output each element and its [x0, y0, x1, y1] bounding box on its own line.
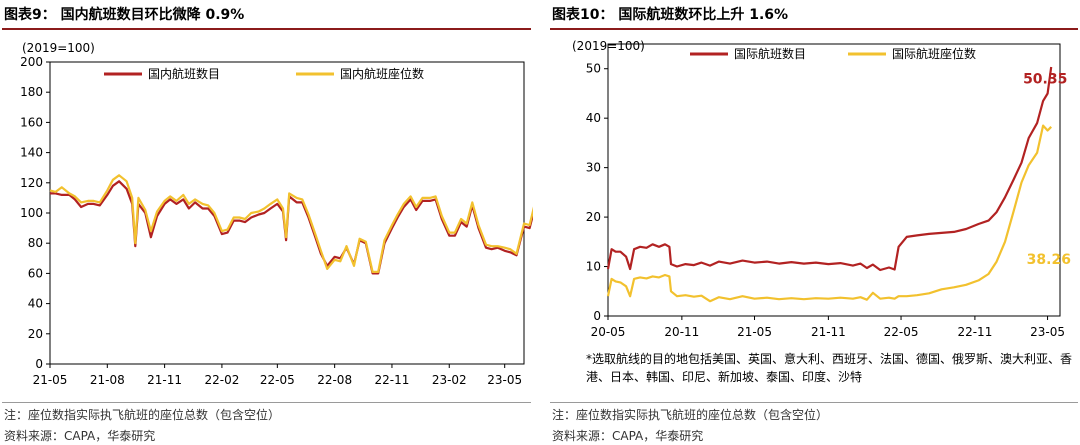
y-unit-label: (2019=100): [572, 39, 645, 53]
left-bottom-rule: [2, 402, 531, 403]
y-tick-label: 40: [28, 297, 43, 311]
right-source: 资料来源：CAPA，华泰研究: [552, 429, 704, 443]
y-tick-label: 160: [20, 115, 43, 129]
x-tick-label: 22-08: [317, 373, 352, 387]
right-bottom-rule: [550, 402, 1078, 403]
y-tick-label: 200: [20, 55, 43, 69]
legend-label: 国内航班座位数: [340, 66, 424, 81]
legend-label: 国际航班座位数: [892, 46, 976, 61]
legend-label: 国内航班数目: [148, 66, 220, 81]
value-annotation: 50.35: [1023, 72, 1067, 88]
left-note: 注：座位数指实际执飞航班的座位总数（包含空位）: [4, 408, 281, 422]
x-tick-label: 22-11: [375, 373, 410, 387]
y-tick-label: 180: [20, 85, 43, 99]
y-tick-label: 120: [20, 176, 43, 190]
y-tick-label: 0: [593, 309, 601, 323]
left-chart-panel: 图表9： 国内航班数目环比微降 0.9% (2019=100) 0 20 40 60 80…: [0, 0, 533, 445]
y-tick-label: 20: [28, 327, 43, 341]
y-tick-label: 50: [586, 62, 601, 76]
x-tick-label: 22-05: [260, 373, 295, 387]
destinations-footnote: *选取航线的目的地包括美国、英国、意大利、西班牙、法国、德国、俄罗斯、澳大利亚、…: [586, 352, 1073, 384]
right-chart-title: 图表10： 国际航班数环比上升 1.6%: [552, 7, 789, 23]
series-line-seats: [606, 124, 1052, 303]
y-tick-label: 80: [28, 236, 43, 250]
domestic-flights-chart: (2019=100) 0 20 40 60 80 100 120 140 160 180 200 21-…: [20, 41, 533, 387]
series-line-seats: [49, 174, 533, 273]
value-annotation: 38.26: [1027, 252, 1071, 268]
right-title-rule: [550, 28, 1078, 30]
x-tick-label: 21-11: [147, 373, 182, 387]
left-source: 资料来源：CAPA，华泰研究: [4, 429, 156, 443]
x-tick-label: 22-05: [884, 325, 919, 339]
y-unit-label: (2019=100): [22, 41, 95, 55]
x-tick-label: 23-05: [1030, 325, 1065, 339]
x-tick-label: 22-02: [204, 373, 239, 387]
y-tick-label: 60: [28, 266, 43, 280]
y-tick-label: 10: [586, 260, 601, 274]
x-tick-label: 21-05: [737, 325, 772, 339]
x-tick-label: 23-05: [487, 373, 522, 387]
y-tick-label: 40: [586, 111, 601, 125]
international-flights-chart: (2019=100) 0 10 20 30 40 50 20-05 20-11 21-05 21-1…: [572, 39, 1071, 339]
series-line-flights: [606, 66, 1053, 272]
y-tick-label: 20: [586, 210, 601, 224]
right-chart-panel: 图表10： 国际航班数环比上升 1.6% (2019=100) 0 10 20 30 40…: [548, 0, 1080, 445]
y-tick-label: 30: [586, 161, 601, 175]
legend-label: 国际航班数目: [734, 46, 806, 61]
right-note: 注：座位数指实际执飞航班的座位总数（包含空位）: [552, 408, 829, 422]
y-tick-label: 100: [20, 206, 43, 220]
y-tick-label: 0: [35, 357, 43, 371]
x-tick-label: 20-11: [664, 325, 699, 339]
x-tick-label: 20-05: [591, 325, 626, 339]
x-tick-label: 21-11: [811, 325, 846, 339]
x-tick-label: 21-05: [33, 373, 68, 387]
x-tick-label: 23-02: [432, 373, 467, 387]
left-title-rule: [2, 28, 531, 30]
plot-frame: [607, 43, 1061, 317]
y-tick-label: 140: [20, 146, 43, 160]
left-chart-title: 图表9： 国内航班数目环比微降 0.9%: [4, 7, 245, 23]
x-tick-label: 21-08: [90, 373, 125, 387]
x-tick-label: 22-11: [957, 325, 992, 339]
